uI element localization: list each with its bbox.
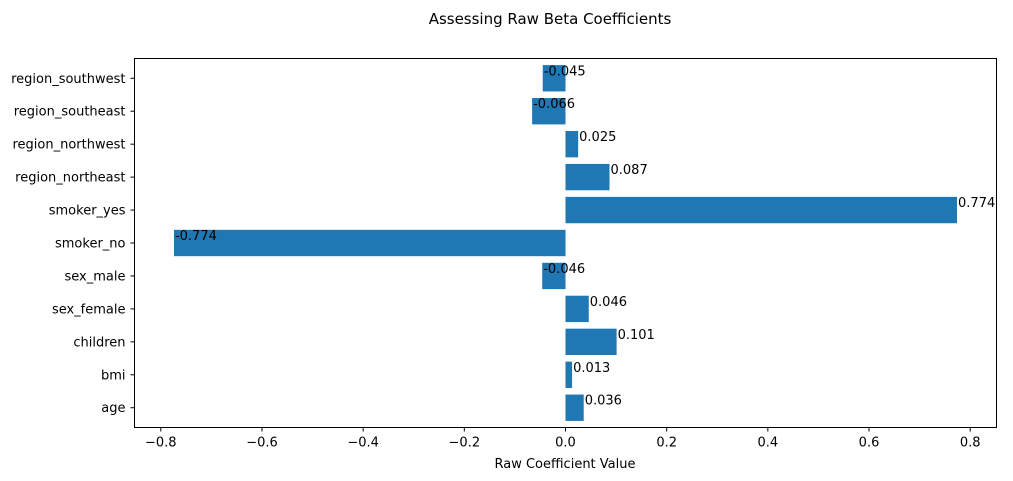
x-axis-label: Raw Coefficient Value (494, 457, 635, 472)
x-tick-label: 0.8 (960, 436, 981, 451)
data-label: 0.025 (579, 130, 616, 145)
data-label: 0.101 (618, 328, 655, 343)
data-label: -0.066 (533, 97, 575, 112)
bar-smoker-yes (565, 196, 958, 224)
bar-sex-male (542, 262, 566, 290)
y-tick-label: children (73, 335, 125, 350)
bar-children (565, 328, 617, 356)
y-tick-label: sex_male (65, 269, 126, 284)
y-tick-label: region_northwest (13, 138, 126, 153)
bar-smoker-no (173, 229, 566, 257)
bar-age (565, 394, 584, 421)
x-tick-label: −0.4 (347, 436, 379, 451)
y-tick-label: bmi (101, 368, 126, 383)
x-tick-label: 0.6 (859, 436, 880, 451)
data-label: 0.087 (611, 163, 648, 178)
data-label: 0.036 (585, 394, 622, 409)
y-tick-label: region_southwest (11, 72, 125, 87)
bar-region-northeast (565, 163, 610, 191)
x-tick-label: −0.6 (246, 436, 278, 451)
plot-frame (134, 58, 997, 428)
x-tick-label: 0.4 (758, 436, 779, 451)
data-label: 0.046 (590, 295, 627, 310)
bar-sex-female (565, 295, 589, 323)
y-tick-label: sex_female (52, 302, 126, 317)
y-tick-label: smoker_yes (49, 204, 126, 219)
bar-region-northwest (565, 130, 579, 158)
data-label: 0.013 (573, 361, 610, 376)
x-tick-label: −0.8 (145, 436, 177, 451)
chart-title: Assessing Raw Beta Coefficients (429, 10, 672, 28)
y-tick-label: region_southeast (14, 105, 126, 120)
data-label: -0.045 (544, 64, 586, 79)
bar-region-southeast (532, 98, 566, 125)
bar-bmi (565, 361, 573, 388)
x-tick-label: 0.0 (555, 436, 576, 451)
data-label: -0.046 (543, 262, 585, 277)
bar-region-southwest (542, 65, 566, 92)
x-tick-label: 0.2 (656, 436, 677, 451)
y-tick-label: region_northeast (15, 171, 125, 186)
x-tick-label: −0.2 (449, 436, 481, 451)
y-tick-label: smoker_no (55, 237, 126, 252)
y-tick-label: age (101, 401, 125, 416)
data-label: -0.774 (175, 229, 217, 244)
data-label: 0.774 (958, 196, 995, 211)
